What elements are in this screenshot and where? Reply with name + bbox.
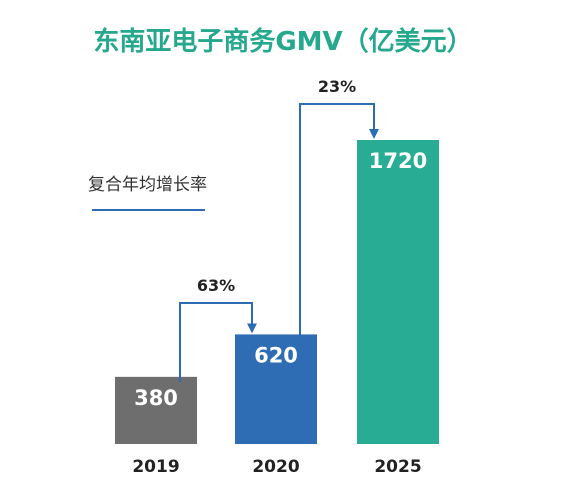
chart-title: 东南亚电子商务GMV（亿美元） [93, 26, 472, 57]
bar-value-label: 380 [134, 386, 178, 410]
x-tick-label: 2025 [374, 457, 421, 477]
bar-2020 [235, 334, 317, 444]
bar-value-label: 620 [254, 343, 298, 367]
bar-2019 [115, 376, 197, 444]
growth-arrow [299, 103, 379, 335]
growth-arrow [179, 302, 257, 382]
growth-rate-label: 23% [318, 77, 356, 96]
x-tick-label: 2020 [252, 457, 299, 477]
growth-rate-label: 63% [197, 276, 235, 295]
bar-2025 [357, 140, 439, 444]
legend-label: 复合年均增长率 [88, 175, 207, 195]
x-tick-label: 2019 [132, 457, 179, 477]
bar-value-label: 1720 [369, 149, 427, 173]
